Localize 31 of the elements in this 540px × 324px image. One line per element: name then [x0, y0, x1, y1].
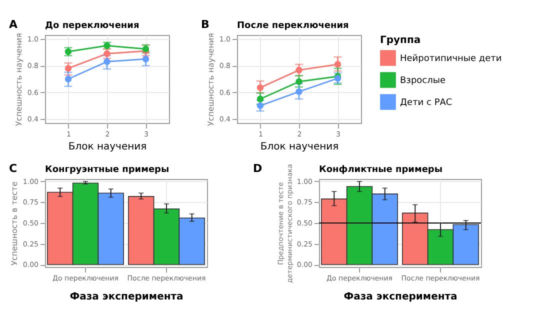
- y-axis-title: Успешность научения: [14, 32, 24, 126]
- point: [296, 88, 302, 96]
- chart-title: После переключения: [237, 21, 350, 31]
- y-axis-title: Успешность в тесте: [10, 181, 19, 266]
- point: [296, 66, 302, 74]
- point: [104, 58, 110, 66]
- text: A: [9, 18, 18, 31]
- point: [142, 56, 150, 62]
- point: [256, 96, 264, 102]
- x-axis-title: Фаза эксперимента: [70, 292, 184, 302]
- chart-title: Конфликтные примеры: [319, 165, 443, 175]
- text: D: [253, 162, 262, 175]
- legend-title: Группа: [380, 35, 421, 46]
- x-axis-title: Блок научения: [260, 142, 339, 152]
- x-axis-title: Блок научения: [68, 142, 147, 152]
- legend-label: Взрослые: [400, 76, 446, 86]
- x-axis-title: Фаза эксперимента: [344, 292, 458, 302]
- point: [256, 84, 264, 92]
- point: [256, 102, 264, 110]
- point: [334, 60, 342, 68]
- y-axis-title: Успешность научения: [206, 32, 216, 126]
- point: [64, 64, 72, 72]
- point: [296, 78, 302, 86]
- text: C: [9, 162, 18, 175]
- chart-title: Конгруэнтные примеры: [45, 165, 170, 175]
- text: B: [201, 18, 210, 31]
- point: [104, 50, 110, 58]
- legend-label: Нейротипичные дети: [400, 54, 502, 64]
- legend-label: Дети с РАС: [400, 98, 452, 108]
- point: [64, 76, 72, 82]
- chart-title: До переключения: [45, 21, 140, 31]
